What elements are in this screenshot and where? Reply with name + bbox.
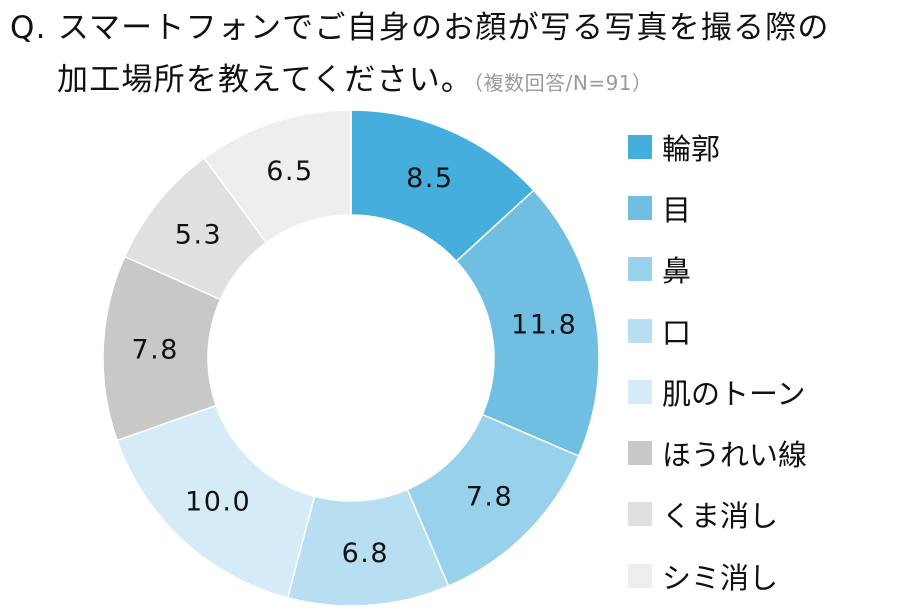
slice-value-label-2: 11.8 bbox=[511, 310, 577, 341]
slice-value-label-8: 6.5 bbox=[266, 156, 313, 187]
legend-item-8: シミ消し bbox=[628, 545, 807, 606]
slice-value-label-1: 8.5 bbox=[406, 163, 453, 194]
legend-item-7: くま消し bbox=[628, 484, 807, 545]
legend-swatch-1 bbox=[628, 134, 652, 159]
question-line-2: 加工場所を教えてください。 bbox=[57, 62, 474, 98]
legend-label-2: 目 bbox=[662, 192, 692, 227]
legend-label-4: 口 bbox=[662, 315, 692, 350]
legend-swatch-4 bbox=[628, 318, 652, 343]
legend-label-3: 鼻 bbox=[662, 254, 692, 289]
question-note: （複数回答/N=91） bbox=[473, 71, 653, 95]
legend-item-6: ほうれい線 bbox=[628, 422, 807, 483]
legend-item-5: 肌のトーン bbox=[628, 361, 807, 422]
legend-swatch-7 bbox=[628, 502, 652, 527]
legend-item-2: 目 bbox=[628, 177, 807, 238]
legend-label-7: くま消し bbox=[662, 499, 779, 534]
slice-value-label-6: 7.8 bbox=[131, 334, 178, 365]
slice-value-label-3: 7.8 bbox=[466, 481, 513, 512]
donut-slice-8 bbox=[203, 109, 352, 244]
donut-slice-2 bbox=[455, 189, 600, 458]
legend-swatch-3 bbox=[628, 257, 652, 282]
question-line-1: Q. スマートフォンでご自身のお顔が写る写真を撮る際の bbox=[10, 10, 830, 46]
legend-swatch-2 bbox=[628, 195, 652, 220]
legend-label-8: シミ消し bbox=[662, 560, 779, 595]
legend-label-1: 輪郭 bbox=[662, 131, 721, 166]
slice-value-label-7: 5.3 bbox=[175, 219, 222, 250]
legend-label-5: 肌のトーン bbox=[662, 376, 806, 411]
question-title: Q. スマートフォンでご自身のお顔が写る写真を撮る際の 加工場所を教えてください… bbox=[10, 2, 910, 109]
legend-label-6: ほうれい線 bbox=[662, 438, 808, 473]
slice-value-label-4: 6.8 bbox=[342, 538, 389, 569]
chart-legend: 輪郭目鼻口肌のトーンほうれい線くま消しシミ消し bbox=[628, 116, 807, 606]
legend-swatch-5 bbox=[628, 379, 652, 404]
donut-slice-5 bbox=[116, 404, 316, 599]
slice-value-label-5: 10.0 bbox=[185, 487, 251, 518]
question-line-2-wrapper: 加工場所を教えてください。（複数回答/N=91） bbox=[10, 54, 910, 109]
legend-item-3: 鼻 bbox=[628, 239, 807, 300]
legend-item-4: 口 bbox=[628, 300, 807, 361]
legend-swatch-6 bbox=[628, 441, 652, 466]
legend-swatch-8 bbox=[628, 563, 652, 588]
legend-item-1: 輪郭 bbox=[628, 116, 807, 177]
